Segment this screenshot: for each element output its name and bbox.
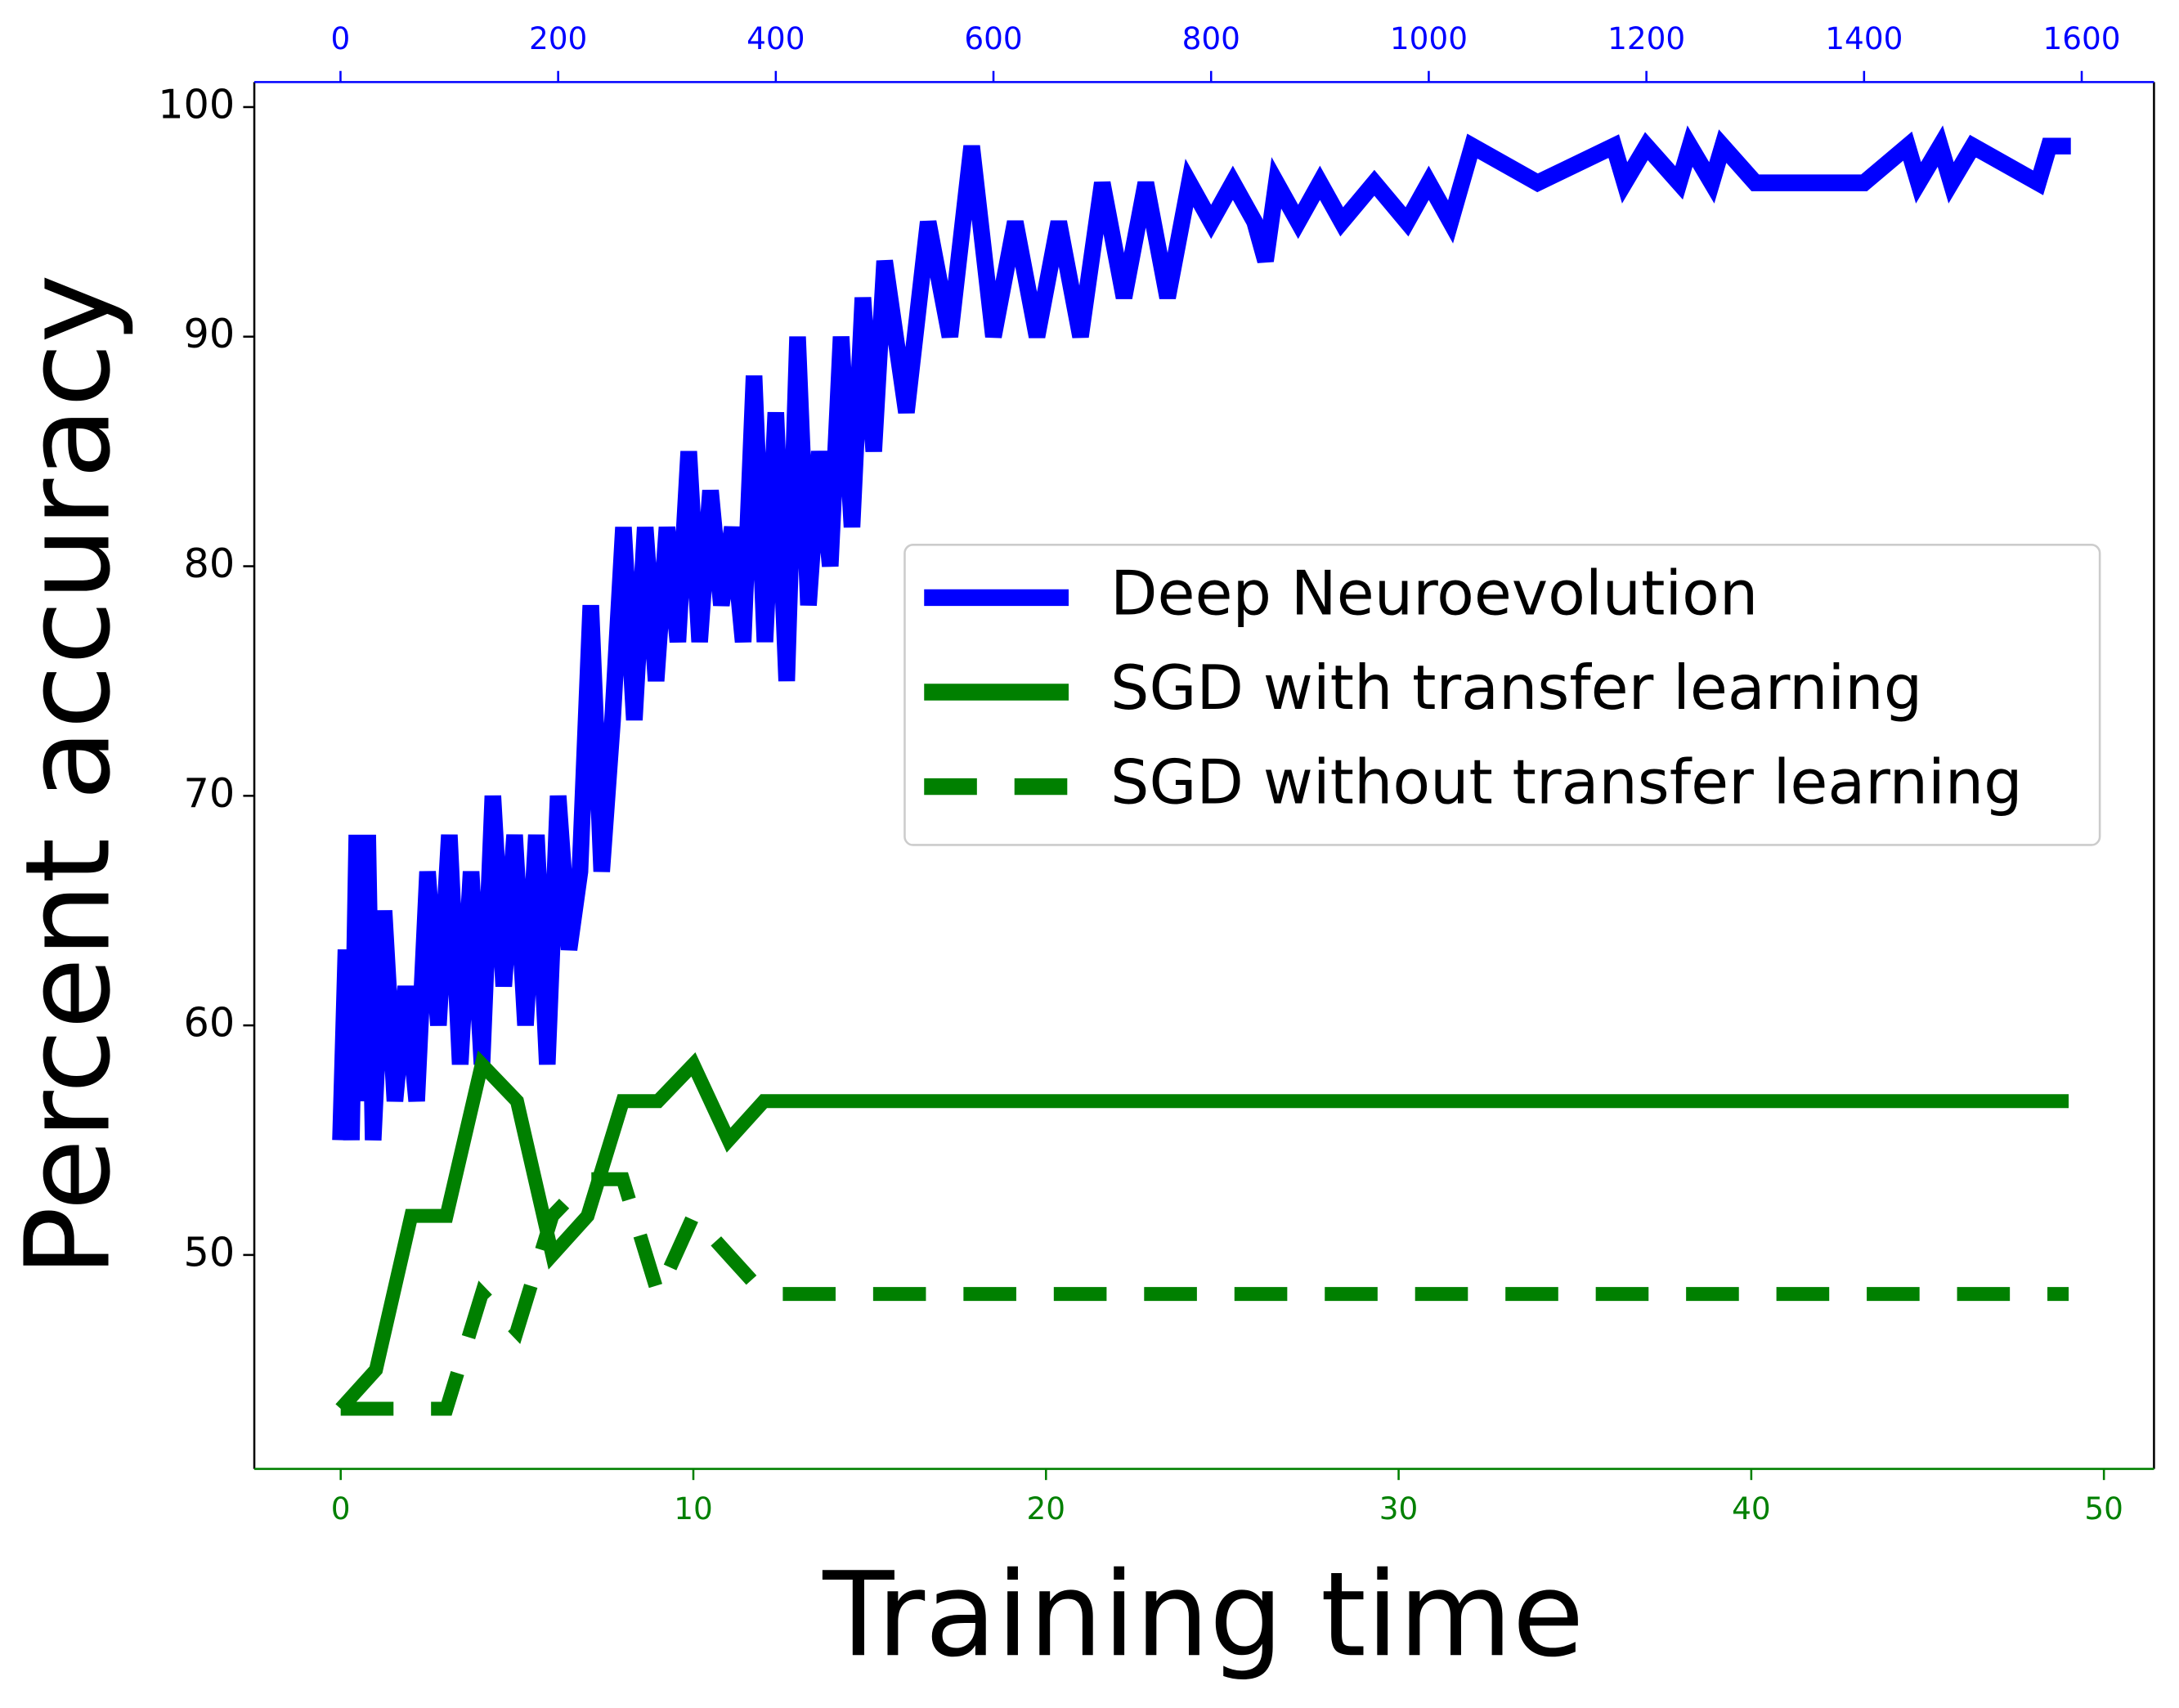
x2-tick-label: 1200 [1607,20,1685,56]
x-axis-label: Training time [822,1546,1584,1683]
x-tick-label: 0 [331,1491,351,1526]
legend-label: SGD with transfer learning [1110,652,1922,724]
data-line [335,1050,2069,1414]
data-line [332,125,2071,1141]
x-tick-label: 30 [1379,1491,1419,1526]
x2-tick-label: 1400 [1825,20,1903,56]
x-tick-label: 50 [2084,1491,2123,1526]
y-axis-label: Percent accuracy [0,274,137,1277]
legend-label: SGD without transfer learning [1110,747,2023,818]
x2-tick-label: 200 [529,20,587,56]
x2-tick-label: 800 [1182,20,1240,56]
y-tick-label: 70 [184,769,235,817]
legend-box [903,544,2101,846]
x2-tick-label: 1600 [2042,20,2120,56]
y-tick-label: 80 [184,540,235,587]
plot-area [332,125,2071,1416]
x-tick-label: 40 [1732,1491,1771,1526]
x2-tick-label: 400 [747,20,805,56]
x-tick-label: 20 [1027,1491,1066,1526]
y-tick-label: 90 [184,310,235,357]
x2-tick-label: 1000 [1390,20,1468,56]
y-tick-label: 100 [158,80,235,128]
x2-tick-label: 600 [964,20,1022,56]
data-line [340,1172,2069,1416]
x2-tick-label: 0 [331,20,351,56]
legend-label: Deep Neuroevolution [1110,558,1758,629]
y-tick-label: 60 [184,999,235,1047]
y-tick-label: 50 [184,1228,235,1275]
x-tick-label: 10 [674,1491,713,1526]
